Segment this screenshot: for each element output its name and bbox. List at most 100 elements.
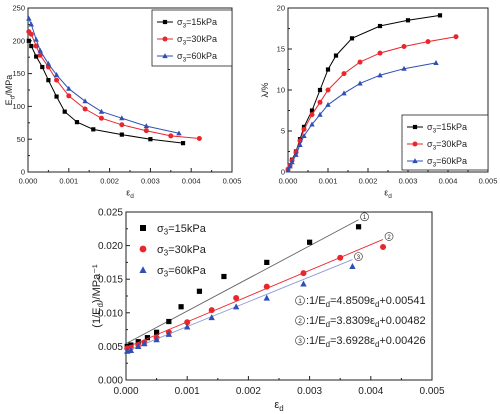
x-axis-label: εd: [274, 399, 283, 413]
data-point-3-7: [184, 323, 191, 330]
legend-marker-2: [139, 245, 147, 253]
data-point-3-3: [135, 343, 142, 349]
annotation-marker-2: [295, 315, 305, 326]
data-point-3-8: [317, 111, 323, 117]
data-point-1-3: [34, 54, 39, 59]
data-point-1-4: [144, 335, 151, 341]
data-point-1-8: [196, 288, 203, 294]
y-tick-label-0: 0: [281, 168, 285, 177]
fit-equation-1: :1/Ed=4.8509εd+0.00541: [306, 295, 426, 309]
data-point-2-7: [66, 93, 72, 99]
data-point-3-4: [37, 47, 43, 53]
data-point-3-12: [176, 130, 182, 136]
x-tick-label-0: 0.000: [113, 386, 138, 397]
data-point-3-5: [297, 142, 303, 148]
fit-marker-label-2: 2: [387, 235, 391, 241]
data-point-3-14: [433, 60, 439, 66]
data-point-2-10: [119, 122, 125, 128]
series-2: [26, 29, 202, 142]
y-tick-label-4: 200: [12, 36, 25, 45]
data-point-3-3: [33, 36, 39, 42]
data-point-1-10: [119, 132, 124, 137]
data-point-3-2: [28, 21, 34, 27]
data-point-1-14: [437, 13, 443, 18]
fit-line-3: [125, 259, 353, 352]
data-point-2-10: [263, 283, 270, 290]
fit-marker-label-3: 3: [357, 255, 361, 261]
data-point-2-13: [401, 44, 407, 50]
data-point-3-2: [287, 163, 293, 169]
data-point-3-7: [309, 121, 315, 127]
data-point-3-12: [349, 263, 356, 270]
data-point-3-6: [53, 72, 60, 78]
legend-label-2: σ3=30kPa: [157, 244, 207, 258]
data-point-2-9: [233, 295, 240, 302]
data-point-2-13: [380, 243, 387, 250]
y-tick-label-0: 0: [21, 168, 25, 177]
data-point-2-12: [337, 254, 344, 261]
data-point-3-3: [289, 159, 295, 165]
data-point-1-7: [309, 108, 315, 113]
data-point-1-11: [349, 36, 355, 41]
data-point-3-10: [341, 90, 347, 96]
legend: σ3=15kPa σ3=30kPa σ3=60kPa: [139, 223, 207, 279]
x-tick-label-1: 0.001: [59, 177, 78, 186]
legend-marker-3: [139, 266, 147, 273]
fit-marker-2: [384, 232, 394, 241]
x-tick-label-2: 0.002: [100, 177, 119, 186]
data-point-3-11: [143, 123, 150, 129]
legend-marker-2: [412, 141, 418, 147]
series-line-3: [28, 18, 180, 134]
data-point-2-9: [98, 115, 104, 121]
data-point-3-9: [232, 303, 240, 310]
data-point-1-6: [166, 318, 172, 325]
y-tick-label-3: 150: [12, 69, 25, 78]
legend-marker-3: [162, 53, 168, 59]
legend-label-2: σ3=30kPa: [427, 139, 467, 151]
data-point-1-10: [264, 259, 270, 265]
data-point-3-9: [325, 101, 331, 107]
y-tick-label-4: 0.020: [98, 241, 123, 252]
data-point-3-2: [127, 347, 135, 354]
series-1: [26, 38, 186, 146]
x-tick-label-3: 0.003: [141, 177, 160, 186]
fit-marker-3: [354, 252, 363, 261]
y-tick-label-2: 0.010: [98, 308, 123, 319]
data-point-1-6: [54, 94, 59, 99]
x-tick-label-2: 0.002: [236, 386, 261, 397]
x-tick-label-4: 0.004: [358, 386, 383, 397]
data-point-3-6: [165, 330, 173, 337]
fit-marker-1: [360, 212, 369, 222]
data-point-2-11: [357, 59, 363, 65]
data-point-2-11: [143, 128, 149, 134]
data-point-2-6: [301, 126, 307, 132]
data-point-3-5: [153, 336, 160, 343]
data-point-3-6: [301, 133, 307, 139]
legend-label-2: σ3=30kPa: [177, 34, 217, 46]
x-tick-label-1: 0.001: [319, 177, 338, 186]
legend-marker-2: [162, 36, 168, 42]
data-point-2-6: [54, 77, 60, 83]
x-tick-label-5: 0.005: [419, 386, 444, 397]
y-tick-label-5: 250: [12, 4, 25, 13]
data-point-2-4: [37, 52, 43, 58]
data-point-1-5: [154, 329, 160, 335]
data-point-3-13: [401, 65, 407, 71]
x-tick-label-0: 0.000: [19, 177, 38, 186]
data-point-2-15: [453, 34, 459, 40]
data-point-1-9: [91, 127, 96, 132]
data-point-1-9: [325, 67, 331, 72]
legend-label-3: σ3=60kPa: [177, 51, 217, 63]
data-point-1-8: [74, 120, 80, 125]
data-point-3-9: [98, 108, 105, 114]
data-point-1-9: [221, 273, 227, 280]
data-point-2-9: [325, 87, 331, 93]
legend-marker-1: [140, 225, 146, 231]
series-2: [285, 34, 459, 173]
data-point-1-2: [29, 43, 34, 49]
series-3: 3: [124, 252, 363, 354]
data-point-3-11: [357, 80, 363, 86]
data-point-3-10: [263, 294, 270, 301]
data-point-1-12: [355, 224, 362, 230]
